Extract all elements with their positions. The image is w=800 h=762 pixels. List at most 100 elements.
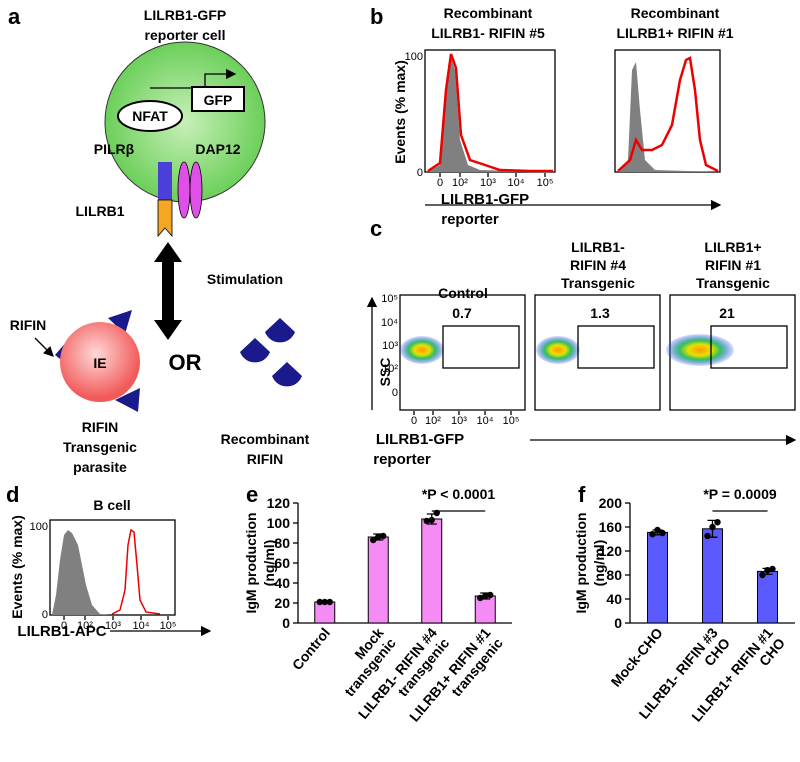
category-line: Control — [289, 625, 333, 673]
y-tick-label: 100 — [267, 515, 291, 531]
y-tick-label: 10³ — [382, 340, 398, 352]
plot-title: RIFIN #4 — [570, 257, 626, 273]
x-tick-label: 10⁴ — [133, 620, 150, 632]
y-tick-label: 0 — [392, 387, 398, 399]
nfat — [117, 100, 183, 132]
plot-title: Transgenic — [696, 275, 770, 291]
y-tick-label: 0 — [282, 615, 290, 631]
lilrb1-label: LILRB1 — [76, 203, 125, 219]
gate — [710, 325, 788, 369]
dot-cloud — [666, 334, 734, 366]
x-tick-label: 0 — [411, 415, 417, 427]
panel-a: a LILRB1-GFP reporter cell GFP NFAT PILR… — [8, 4, 310, 475]
x-label: LILRB1-GFP — [376, 431, 464, 448]
data-point — [649, 531, 656, 538]
x-tick-label: 10² — [452, 177, 468, 189]
data-point — [759, 571, 766, 579]
x-tick-label: 10² — [77, 620, 93, 632]
y-tick-label: 20 — [274, 595, 290, 611]
x-label: reporter — [441, 211, 499, 228]
histogram — [52, 530, 110, 615]
data-point — [709, 523, 716, 531]
panel-label: a — [8, 4, 21, 29]
x-label: LILRB1-GFP — [441, 191, 529, 208]
gate-value: 0.7 — [452, 305, 472, 321]
plot-title: LILRB1- RIFIN #5 — [431, 25, 545, 41]
x-label: reporter — [373, 451, 431, 468]
panel-label: e — [246, 482, 258, 507]
data-point — [316, 598, 323, 606]
y-label: Events (% max) — [392, 60, 408, 163]
gate-value: 1.3 — [590, 305, 610, 321]
data-point — [423, 517, 430, 525]
x-tick-label: 10⁴ — [508, 177, 525, 189]
x-tick-label: 10⁴ — [477, 415, 494, 427]
x-tick-label: 0 — [61, 620, 67, 632]
plot-frame — [399, 294, 526, 411]
panel-c: c Control LILRB1- RIFIN #4 Transgenic LI… — [366, 216, 797, 468]
bar — [702, 528, 723, 624]
y-tick-label: 120 — [599, 543, 623, 559]
x-tick-label: 10³ — [451, 415, 467, 427]
y-tick-label: 10⁵ — [381, 293, 398, 305]
dap12-label: DAP12 — [195, 141, 240, 157]
x-tick-label: 0 — [437, 177, 443, 189]
x-tick-label: 10⁵ — [160, 620, 177, 632]
title: LILRB1-GFP — [144, 7, 226, 23]
x-tick-label: Mock-CHO — [608, 625, 666, 690]
bar — [757, 570, 778, 624]
caption: RIFIN — [247, 451, 284, 467]
y-tick-label: 200 — [599, 495, 623, 511]
y-tick-label: 100 — [30, 521, 48, 533]
significance-label: *P < 0.0001 — [422, 486, 496, 502]
panel-b: b Recombinant LILRB1- RIFIN #5 Recombina… — [370, 4, 734, 228]
histogram-outline — [111, 528, 161, 615]
y-label: IgM production — [573, 512, 589, 613]
y-tick-label: 40 — [606, 591, 622, 607]
category-line: Mock-CHO — [608, 625, 666, 690]
gate — [442, 325, 520, 369]
plot-title: B cell — [93, 497, 130, 513]
gate — [577, 325, 655, 369]
bar — [421, 518, 443, 624]
y-tick-label: 80 — [274, 535, 290, 551]
y-label: (ng/ml) — [591, 540, 607, 587]
data-point — [482, 592, 489, 600]
rifin-label: RIFIN — [10, 317, 47, 333]
plot-title: Transgenic — [561, 275, 635, 291]
significance-label: *P = 0.0009 — [703, 486, 777, 502]
y-label: IgM production — [243, 512, 259, 613]
x-tick-label: 10³ — [105, 620, 121, 632]
y-tick-label: 40 — [274, 575, 290, 591]
x-tick-label: 10⁵ — [537, 177, 554, 189]
caption: Recombinant — [221, 431, 310, 447]
dot-cloud — [536, 336, 580, 364]
data-point — [654, 526, 661, 534]
ie-label: IE — [93, 355, 106, 371]
dot-cloud — [400, 336, 444, 364]
panel-d: d B cell Events (% max) LILRB1-APC — [6, 482, 212, 640]
data-point — [659, 529, 666, 537]
y-tick-label: 100 — [405, 51, 423, 63]
histogram-outline — [427, 53, 553, 173]
double-arrow — [154, 242, 182, 340]
gfp-label: GFP — [204, 92, 233, 108]
data-point — [704, 532, 711, 540]
data-point — [380, 532, 387, 540]
y-tick-label: 0 — [417, 167, 423, 179]
y-tick-label: 10² — [382, 363, 398, 375]
x-tick-label: 10⁵ — [503, 415, 520, 427]
y-tick-label: 160 — [599, 519, 623, 535]
y-tick-label: 0 — [614, 615, 622, 631]
y-label: Events (% max) — [9, 515, 25, 618]
nfat-label: NFAT — [132, 108, 168, 124]
bar — [647, 531, 668, 624]
data-point — [764, 567, 771, 574]
recombinant-rifin — [240, 318, 302, 387]
y-tick-label: 120 — [267, 495, 291, 511]
panel-label: d — [6, 482, 19, 507]
title: reporter cell — [145, 27, 226, 43]
data-point — [321, 598, 328, 606]
stimulation-label: Stimulation — [207, 271, 283, 287]
